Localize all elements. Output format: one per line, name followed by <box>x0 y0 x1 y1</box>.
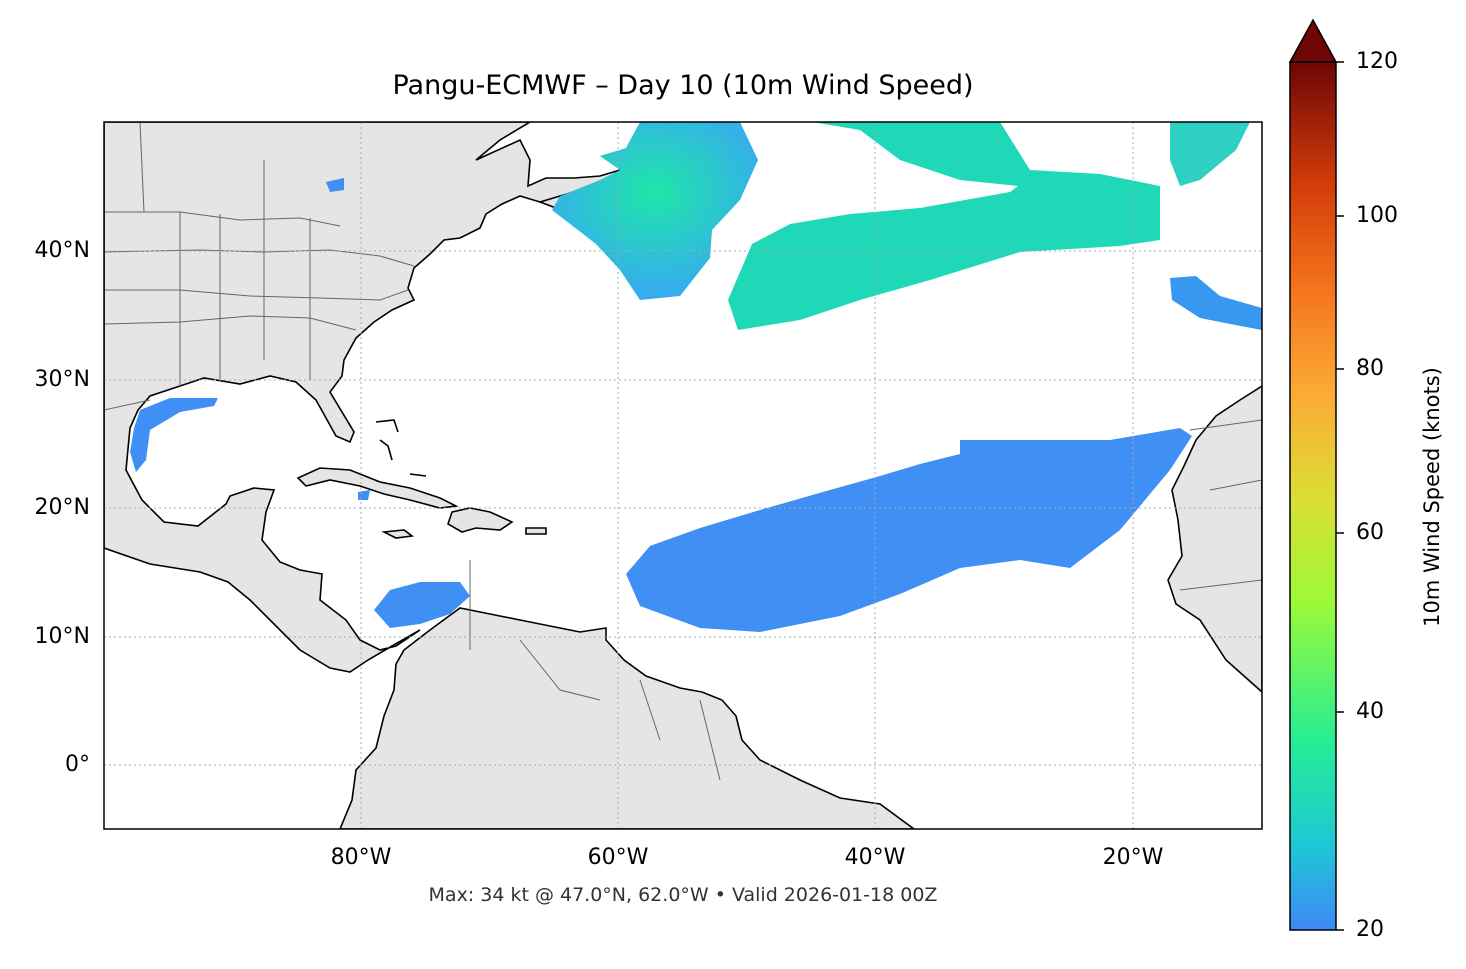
colorbar-tick-120: 120 <box>1356 49 1398 74</box>
map-subtitle: Max: 34 kt @ 47.0°N, 62.0°W • Valid 2026… <box>428 884 938 906</box>
lon-tick-label-80w: 80°W <box>330 845 392 870</box>
colorbar-tick-100: 100 <box>1356 203 1398 228</box>
lat-tick-label-30: 30°N <box>34 367 90 392</box>
wind-region-great-lakes <box>326 178 344 192</box>
hispaniola-island <box>447 507 514 533</box>
wind-region-caribbean <box>374 582 470 628</box>
lon-tick-label-60w: 60°W <box>587 845 649 870</box>
lon-tick-label-40w: 40°W <box>844 845 906 870</box>
jamaica-island <box>381 529 415 539</box>
map-frame <box>103 121 1263 830</box>
wind-region-east-atlantic-corner <box>1170 122 1250 186</box>
lon-tick-label-20w: 20°W <box>1102 845 1164 870</box>
lat-tick-label-40: 40°N <box>34 238 90 263</box>
colorbar-tick-80: 80 <box>1356 356 1384 381</box>
wind-speed-field <box>130 122 1262 632</box>
political-borders <box>104 122 1262 781</box>
wind-region-north-atlantic-band <box>728 122 1160 330</box>
cuba-island <box>296 467 459 509</box>
wind-region-newfoundland <box>552 122 758 300</box>
wind-region-trade-winds <box>626 428 1192 632</box>
bahamas-islands <box>375 419 427 477</box>
colorbar-tick-20: 20 <box>1356 917 1384 942</box>
lat-tick-label-0: 0° <box>65 752 90 777</box>
lat-tick-label-20: 20°N <box>34 495 90 520</box>
map-title: Pangu-ECMWF – Day 10 (10m Wind Speed) <box>392 70 974 101</box>
gridlines <box>104 122 1262 829</box>
colorbar <box>1288 18 1344 931</box>
colorbar-tick-marks <box>1336 61 1344 931</box>
lat-tick-label-10: 10°N <box>34 624 90 649</box>
colorbar-scale <box>1289 61 1337 931</box>
south-america-landmass <box>339 607 916 829</box>
colorbar-title: 10m Wind Speed (knots) <box>1420 367 1444 627</box>
puerto-rico-island <box>525 527 547 535</box>
wind-region-gulf-mexico <box>130 398 218 472</box>
colorbar-tick-60: 60 <box>1356 520 1384 545</box>
colorbar-extend-arrow <box>1288 18 1338 63</box>
wind-region-azores <box>1170 276 1262 330</box>
colorbar-tick-40: 40 <box>1356 699 1384 724</box>
africa-landmass <box>1167 385 1262 694</box>
